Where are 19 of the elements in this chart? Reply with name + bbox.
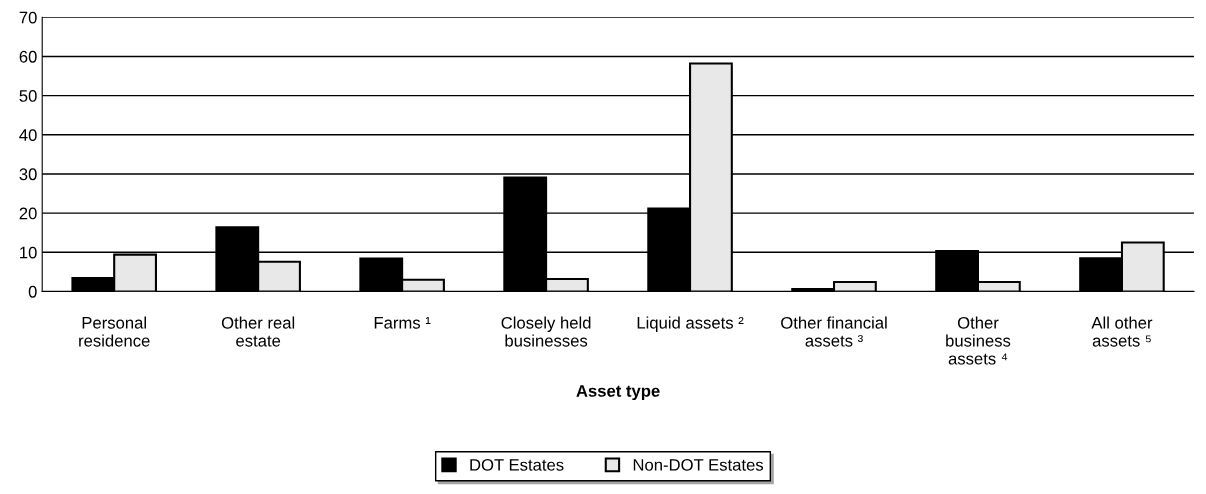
legend-label: DOT Estates: [470, 458, 564, 471]
x-axis-title: Asset type: [576, 385, 660, 401]
y-tick-label: 10: [20, 246, 37, 259]
x-tick-label: Other financial assets ³: [781, 316, 887, 347]
x-tick-label: Personal residence: [79, 316, 150, 347]
x-tick-label: Other real estate: [221, 316, 295, 347]
x-tick-label: All other assets ⁵: [1091, 316, 1153, 347]
x-tick-label: Other business assets ⁴: [946, 316, 1011, 365]
legend-label: Non-DOT Estates: [633, 458, 764, 471]
x-tick-label: Liquid assets ²: [637, 316, 744, 332]
x-tick-label: Closely held businesses: [501, 316, 591, 347]
y-tick-label: 40: [19, 129, 37, 141]
y-tick-label: 70: [19, 11, 37, 24]
y-tick-label: 0: [28, 285, 37, 298]
x-tick-label: Farms ¹: [374, 317, 431, 329]
y-tick-label: 30: [19, 168, 37, 181]
y-tick-label: 50: [19, 90, 37, 102]
y-tick-label: 20: [19, 207, 37, 220]
y-tick-label: 60: [19, 50, 37, 63]
